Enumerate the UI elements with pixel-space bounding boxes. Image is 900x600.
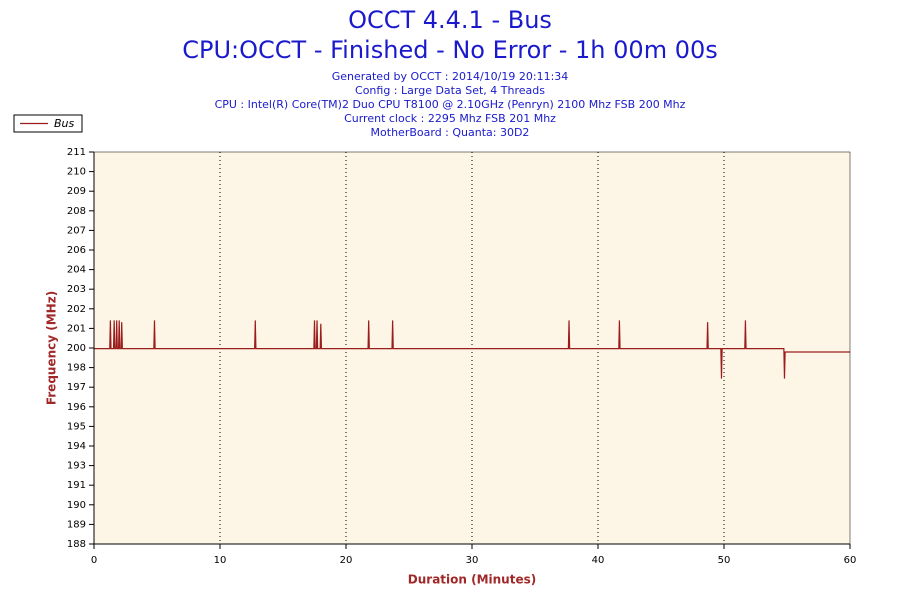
- info-line: MotherBoard : Quanta: 30D2: [371, 126, 530, 139]
- x-tick-label: 20: [340, 555, 353, 566]
- y-tick-label: 198: [67, 363, 86, 374]
- y-tick-label: 207: [67, 225, 86, 236]
- x-tick-label: 0: [91, 555, 97, 566]
- data-line: [94, 320, 850, 379]
- x-axis-label: Duration (Minutes): [408, 573, 536, 587]
- x-tick-label: 50: [718, 555, 731, 566]
- y-tick-label: 191: [67, 480, 86, 491]
- y-tick-label: 209: [67, 186, 86, 197]
- y-tick-label: 194: [67, 441, 86, 452]
- y-tick-label: 202: [67, 304, 86, 315]
- info-line: CPU : Intel(R) Core(TM)2 Duo CPU T8100 @…: [215, 98, 686, 111]
- info-line: Current clock : 2295 Mhz FSB 201 Mhz: [344, 112, 556, 125]
- x-tick-label: 30: [466, 555, 479, 566]
- y-tick-label: 201: [67, 323, 86, 334]
- y-tick-label: 190: [67, 500, 86, 511]
- y-tick-label: 200: [67, 343, 86, 354]
- chart-subtitle: CPU:OCCT - Finished - No Error - 1h 00m …: [182, 36, 718, 64]
- info-line: Generated by OCCT : 2014/10/19 20:11:34: [332, 70, 569, 83]
- y-tick-label: 203: [67, 284, 86, 295]
- x-tick-label: 10: [214, 555, 227, 566]
- y-tick-label: 197: [67, 382, 86, 393]
- y-tick-label: 210: [67, 167, 86, 178]
- y-tick-label: 211: [67, 147, 86, 158]
- y-tick-label: 189: [67, 519, 86, 530]
- x-tick-label: 40: [592, 555, 605, 566]
- legend-label: Bus: [54, 117, 75, 130]
- y-axis-label: Frequency (MHz): [45, 291, 59, 405]
- y-tick-label: 204: [67, 265, 86, 276]
- y-tick-label: 195: [67, 421, 86, 432]
- y-tick-label: 196: [67, 402, 86, 413]
- y-tick-label: 193: [67, 461, 86, 472]
- x-tick-label: 60: [844, 555, 857, 566]
- y-tick-label: 188: [67, 539, 86, 550]
- plot-border: [93, 151, 851, 545]
- y-tick-label: 208: [67, 206, 86, 217]
- y-tick-label: 206: [67, 245, 86, 256]
- info-line: Config : Large Data Set, 4 Threads: [355, 84, 545, 97]
- chart-title: OCCT 4.4.1 - Bus: [348, 6, 552, 34]
